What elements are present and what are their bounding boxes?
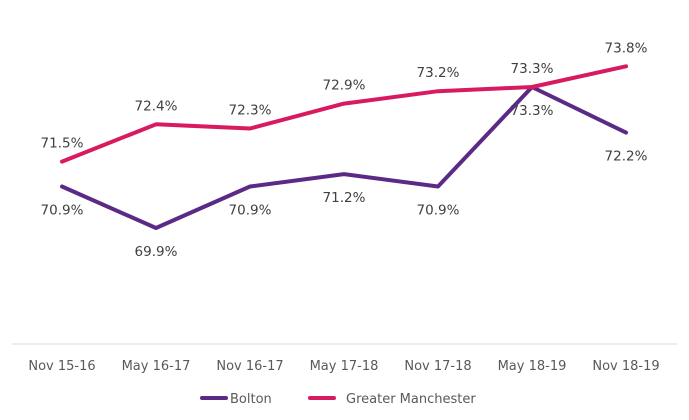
legend-label: Bolton	[230, 392, 272, 407]
data-label: 70.9%	[417, 203, 460, 219]
data-label: 72.2%	[605, 149, 648, 165]
data-label: 72.3%	[229, 103, 272, 119]
series-lines	[60, 64, 628, 230]
legend-label: Greater Manchester	[346, 392, 476, 407]
data-label: 71.2%	[323, 190, 366, 206]
legend: Bolton Greater Manchester	[200, 392, 476, 407]
x-tick-label: Nov 15-16	[28, 359, 95, 374]
x-tick-label: May 17-18	[310, 359, 379, 374]
x-tick-label: Nov 16-17	[216, 359, 283, 374]
x-tick-label: May 16-17	[122, 359, 191, 374]
data-label: 73.8%	[605, 40, 648, 56]
data-label: 72.4%	[135, 98, 178, 114]
data-label: 69.9%	[135, 244, 178, 260]
data-label: 70.9%	[229, 203, 272, 219]
legend-item: Bolton	[200, 392, 272, 407]
data-label: 73.2%	[417, 65, 460, 81]
legend-item: Greater Manchester	[308, 392, 476, 407]
data-label: 70.9%	[41, 203, 84, 219]
x-tick-label: Nov 17-18	[404, 359, 471, 374]
data-label: 73.3%	[511, 103, 554, 119]
data-label: 73.3%	[511, 61, 554, 77]
data-label: 72.9%	[323, 78, 366, 94]
data-labels: 70.9% 69.9% 70.9% 71.2% 70.9% 73.3% 72.2% 71.5%…	[41, 40, 648, 260]
x-tick-label: May 18-19	[498, 359, 567, 374]
x-axis-ticks: Nov 15-16 May 16-17 Nov 16-17 May 17-18 Nov …	[28, 359, 659, 374]
x-tick-label: Nov 18-19	[592, 359, 659, 374]
series-line-greater-manchester	[60, 64, 628, 164]
data-label: 71.5%	[41, 136, 84, 152]
